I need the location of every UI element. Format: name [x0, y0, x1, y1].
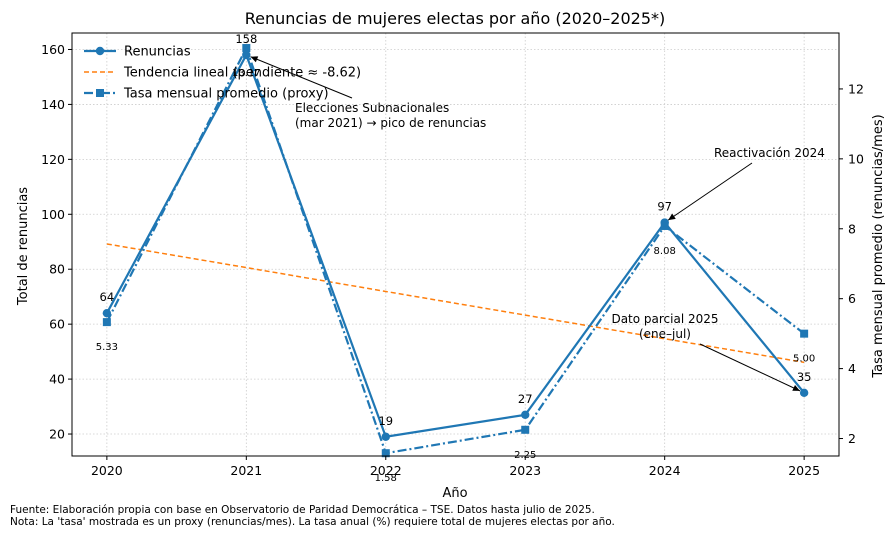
- legend-label-tasa-mensual: Tasa mensual promedio (proxy): [123, 87, 329, 102]
- legend-label-tendencia: Tendencia lineal (pendiente ≈ -8.62): [123, 66, 361, 81]
- annotation-line: (mar 2021) → pico de renuncias: [295, 116, 486, 130]
- y2-axis-label: Tasa mensual promedio (renuncias/mes): [871, 114, 886, 378]
- annotations: Elecciones Subnacionales (mar 2021) → pic…: [250, 56, 825, 392]
- annotation-text: Reactivación 2024: [714, 146, 825, 160]
- y2-tick-label: 10: [848, 151, 864, 166]
- point-tasa-mensual: [521, 425, 530, 434]
- y-tick-label: 20: [49, 427, 65, 442]
- data-labels: 64 5.33 158 13.17 19 1.58 27 2.25 97 8.08 35 5.00: [96, 32, 816, 484]
- footnote-source: Fuente: Elaboración propia con base en O…: [10, 504, 595, 516]
- x-tick-label: 2022: [370, 463, 402, 478]
- data-label-renuncias: 27: [518, 392, 533, 406]
- data-label-tasa-mensual: 5.00: [793, 354, 815, 365]
- y-tick-label: 80: [49, 262, 65, 277]
- annotation-arrowhead: [792, 385, 800, 391]
- data-label-tasa-mensual: 2.25: [514, 450, 536, 461]
- x-tick-label: 2025: [788, 463, 820, 478]
- point-renuncias: [242, 50, 251, 60]
- y2-tick-label: 12: [848, 81, 864, 96]
- y2-tick-label: 8: [848, 221, 856, 236]
- data-label-renuncias: 19: [378, 414, 393, 428]
- data-label-tasa-mensual: 13.17: [232, 68, 261, 79]
- x-tick-label: 2023: [509, 463, 541, 478]
- y-tick-label: 120: [41, 152, 65, 167]
- legend-marker-tasa-mensual: [96, 89, 104, 97]
- y2-tick-label: 6: [848, 291, 856, 306]
- point-renuncias: [381, 432, 390, 441]
- data-label-renuncias: 158: [235, 32, 257, 46]
- y-tick-label: 140: [41, 97, 65, 112]
- y-axis-label: Total de renuncias: [16, 187, 31, 306]
- point-tasa-mensual: [102, 318, 111, 327]
- data-label-renuncias: 64: [100, 290, 115, 304]
- point-renuncias: [521, 410, 530, 419]
- annotation-arrow: [250, 56, 353, 99]
- data-label-tasa-mensual: 8.08: [654, 246, 676, 257]
- series-layer: [102, 44, 809, 458]
- data-label-tasa-mensual: 5.33: [96, 342, 118, 353]
- y-tick-label: 40: [49, 372, 65, 387]
- plot-frame: [71, 32, 840, 457]
- annotation-arrowhead: [668, 213, 676, 221]
- x-tick-label: 2021: [230, 463, 262, 478]
- series-line-tendencia: [106, 243, 805, 364]
- annotation-arrow: [699, 343, 801, 392]
- y-tick-label: 160: [41, 42, 65, 57]
- y2-tick-label: 2: [848, 431, 856, 446]
- annotation-line: (ene–jul): [639, 327, 691, 341]
- series-line-tasa-mensual: [105, 45, 805, 455]
- plot-border: [71, 32, 840, 457]
- point-tasa-mensual: [800, 329, 809, 338]
- y-tick-label: 60: [49, 317, 65, 332]
- legend-label-renuncias: Renuncias: [124, 45, 191, 60]
- annotation-line: Elecciones Subnacionales: [295, 101, 449, 115]
- data-label-tasa-mensual: 1.58: [375, 473, 397, 484]
- annotation-arrow: [667, 162, 753, 221]
- point-renuncias: [660, 218, 669, 227]
- y2-tick-label: 4: [848, 361, 856, 376]
- point-renuncias: [799, 388, 809, 398]
- data-label-renuncias: 35: [797, 370, 812, 384]
- point-tasa-mensual: [242, 44, 251, 53]
- annotation-line: Reactivación 2024: [714, 146, 825, 160]
- data-label-renuncias: 97: [657, 200, 672, 214]
- point-tasa-mensual: [381, 449, 390, 458]
- axis-ticks: 2020 2021 2022 2023 2024 2025 20 40 60 80 100 120 14…: [41, 42, 864, 478]
- annotation-arrowhead: [250, 56, 259, 63]
- legend: Renuncias Tendencia lineal (pendiente ≈ -…: [84, 45, 361, 102]
- point-renuncias: [102, 308, 112, 318]
- x-tick-label: 2024: [649, 463, 681, 478]
- footnote-note: Nota: La 'tasa' mostrada es un proxy (re…: [10, 516, 615, 528]
- annotation-text: Elecciones Subnacionales (mar 2021) → pic…: [295, 101, 486, 130]
- y-tick-label: 100: [41, 207, 65, 222]
- chart-title: Renuncias de mujeres electas por año (20…: [245, 9, 666, 28]
- x-tick-label: 2020: [91, 463, 123, 478]
- series-line-renuncias: [105, 52, 805, 439]
- annotation-text: Dato parcial 2025 (ene–jul): [611, 312, 718, 341]
- legend-marker-renuncias: [95, 46, 105, 56]
- x-axis-label: Año: [442, 486, 467, 501]
- annotation-line: Dato parcial 2025: [611, 312, 718, 326]
